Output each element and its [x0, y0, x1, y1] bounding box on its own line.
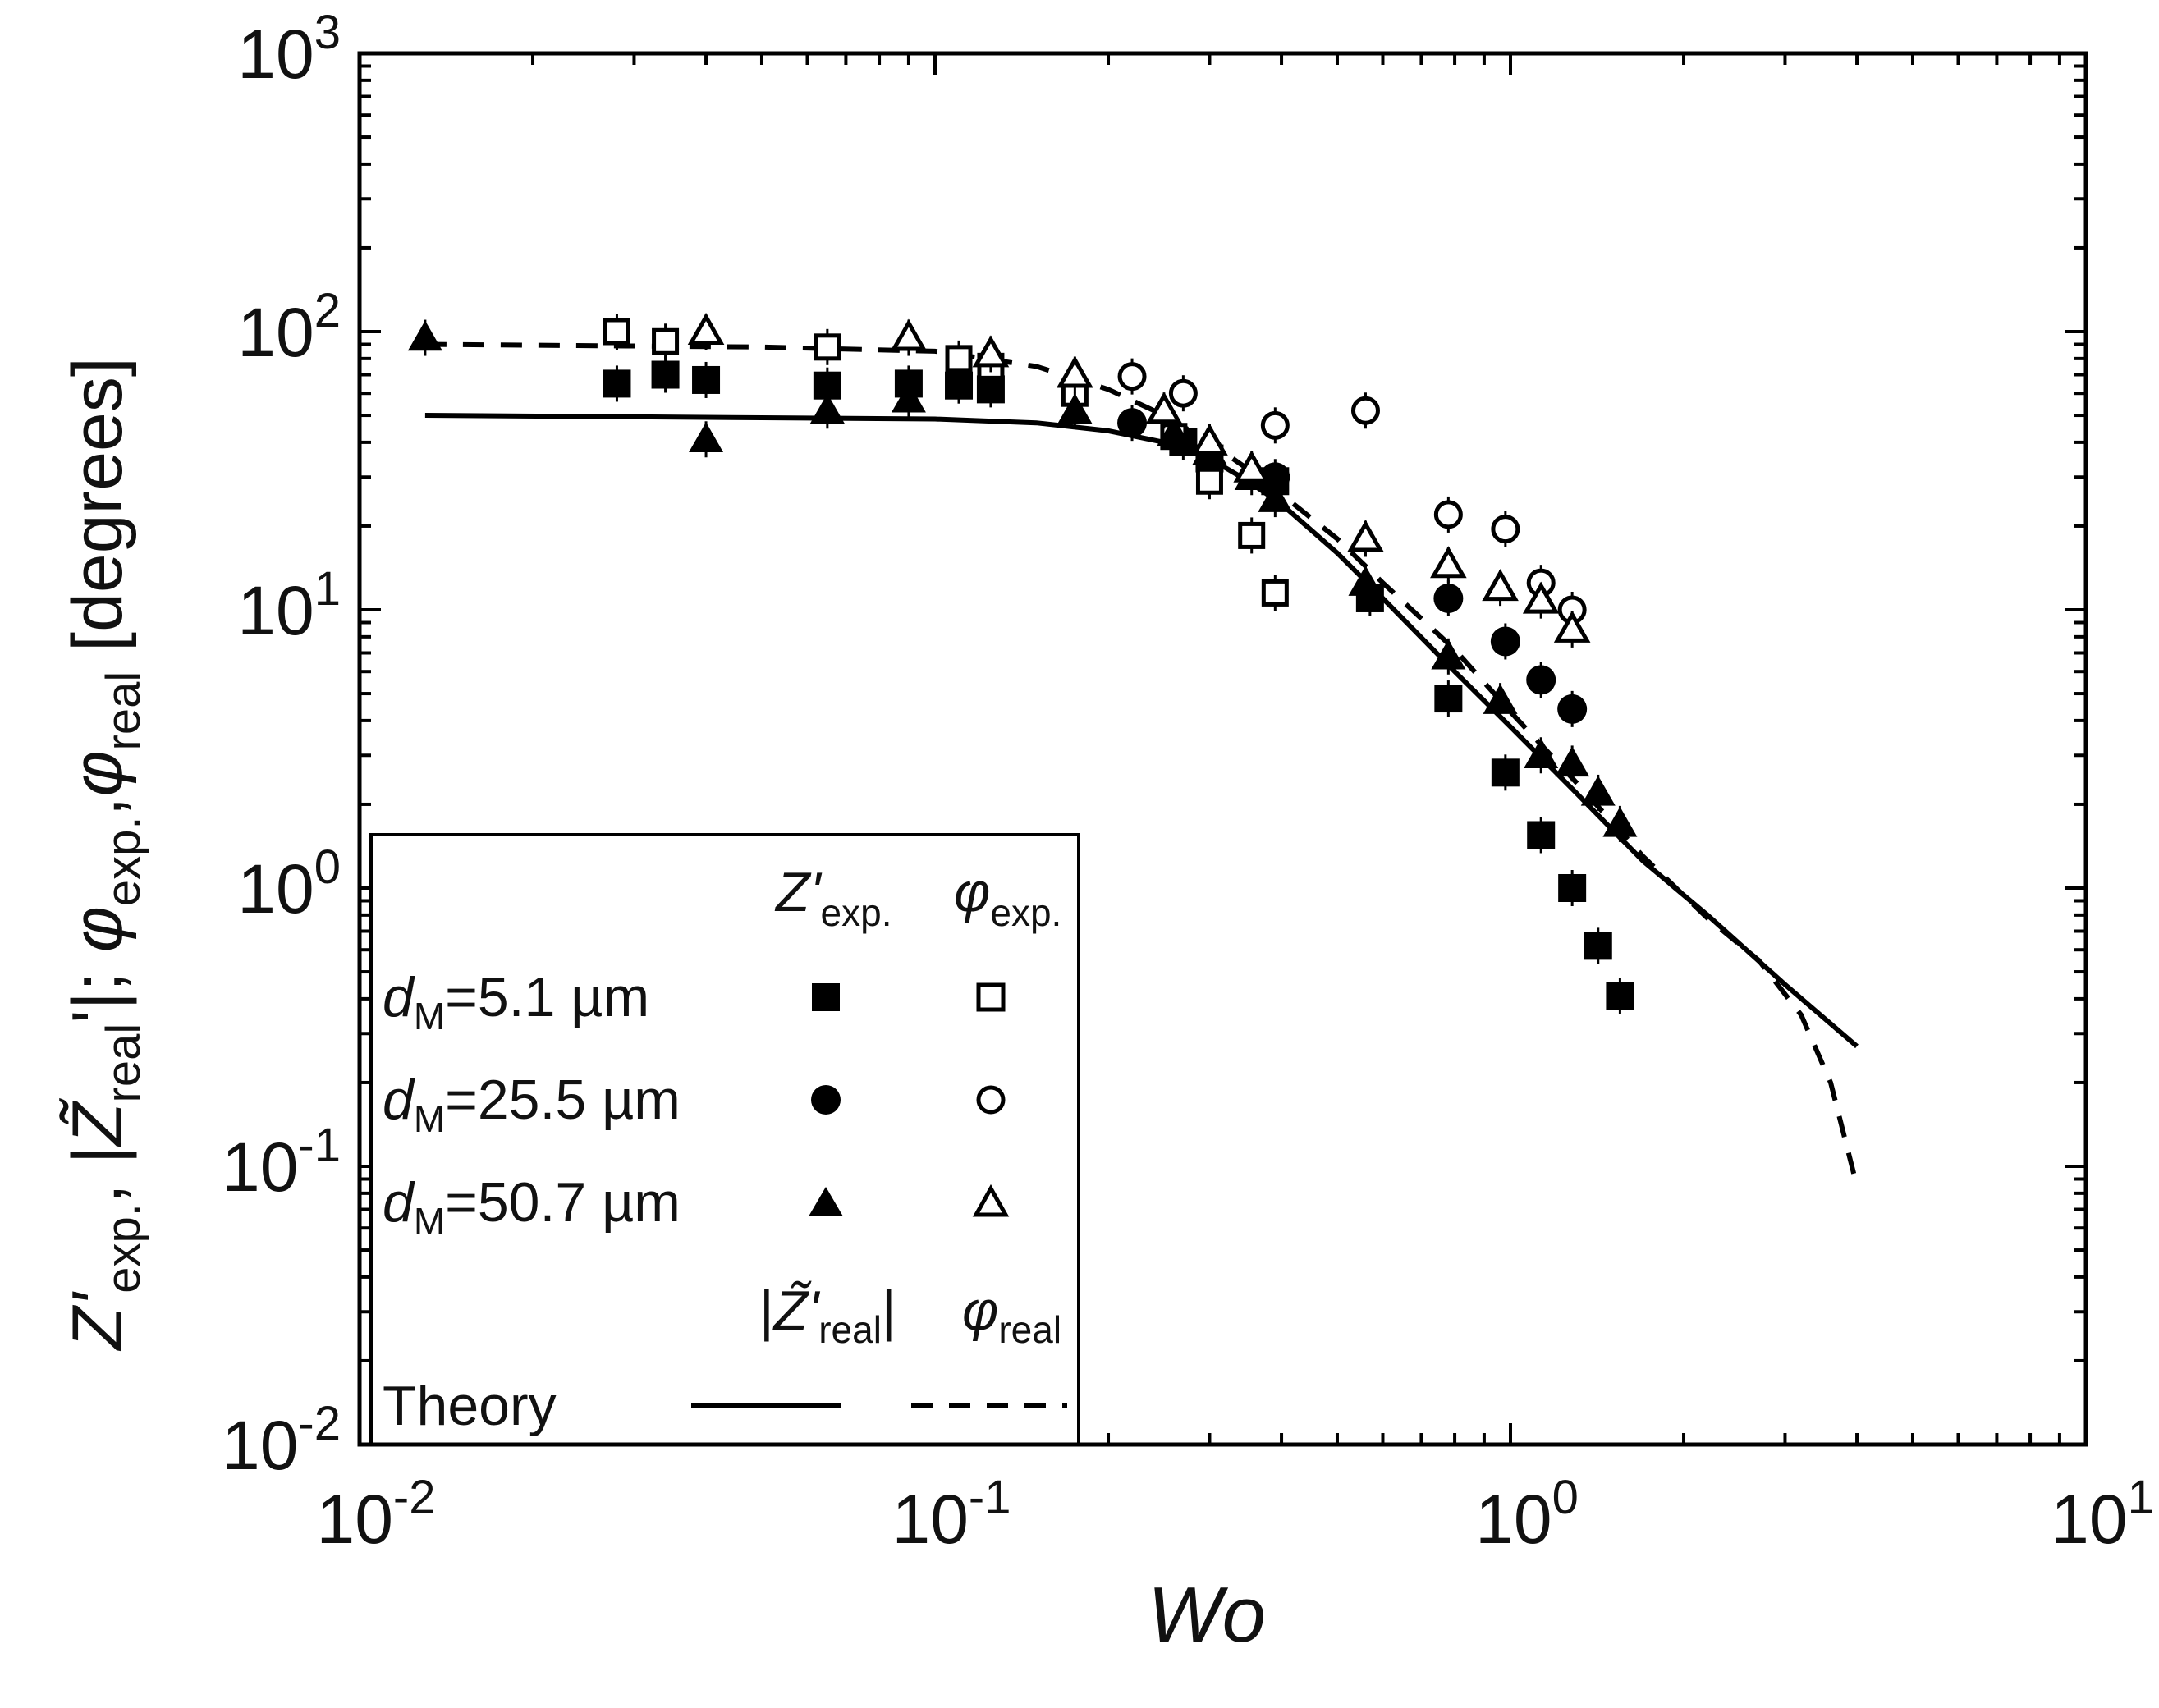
- filled-square-marker: [603, 369, 631, 398]
- filled-square-marker: [651, 360, 680, 389]
- open-circle-marker: [1168, 378, 1198, 408]
- filled-square-marker: [1491, 758, 1520, 787]
- open-triangle-marker: [1430, 546, 1467, 579]
- y-tick-label: 102: [237, 284, 341, 371]
- filled-circle-marker: [1433, 583, 1464, 613]
- open-circle-marker: [1350, 396, 1380, 425]
- legend-marker-square-open: [976, 982, 1006, 1012]
- open-circle-marker: [1491, 515, 1520, 544]
- filled-circle-marker: [1117, 408, 1148, 438]
- filled-triangle-marker: [891, 382, 926, 413]
- open-circle-marker: [1433, 500, 1463, 529]
- filled-triangle-marker: [1524, 738, 1559, 769]
- theory-curves: [424, 341, 1859, 1187]
- legend-theory-label: Theory: [383, 1375, 557, 1437]
- filled-triangle-marker: [1156, 416, 1191, 447]
- filled-triangle-marker: [809, 393, 845, 424]
- open-square-marker: [814, 333, 841, 361]
- open-triangle-marker: [1482, 569, 1519, 602]
- legend-label-25-5: dM=25.5 µm: [383, 1069, 681, 1140]
- open-square-marker: [603, 318, 630, 346]
- filled-triangle-marker: [689, 422, 724, 453]
- filled-triangle-marker: [1431, 639, 1466, 670]
- open-circle-marker: [1117, 362, 1147, 392]
- open-triangle-marker: [890, 318, 928, 351]
- theory-phi-curve: [424, 341, 1859, 1187]
- data-markers: [407, 312, 1638, 1014]
- filled-triangle-marker: [1057, 393, 1093, 424]
- axis-tick-labels: 10-2 10-1 100 101 10-2 10-1 100 101 102 103: [222, 6, 2154, 1558]
- filled-triangle-marker: [1348, 566, 1383, 596]
- x-tick-label: 10-1: [892, 1471, 1011, 1558]
- filled-square-marker: [1434, 685, 1463, 713]
- legend-marker-triangle-filled: [809, 1187, 843, 1216]
- open-triangle-marker: [1057, 355, 1093, 388]
- legend-marker-triangle-open: [972, 1184, 1010, 1217]
- legend-marker-circle-open: [976, 1085, 1006, 1115]
- open-triangle-marker: [687, 312, 725, 345]
- filled-circle-marker: [1490, 626, 1520, 657]
- open-square-marker: [945, 345, 973, 373]
- open-square-marker: [1195, 467, 1223, 495]
- open-square-marker: [1261, 579, 1289, 607]
- x-tick-label: 10-2: [316, 1471, 435, 1558]
- filled-circle-marker: [1557, 694, 1588, 724]
- legend-label-50-7: dM=50.7 µm: [383, 1171, 681, 1243]
- y-axis-title: Z'exp., |Z̃real'|; φexp.,φreal [degrees]: [58, 357, 150, 1352]
- open-triangle-marker: [1233, 450, 1271, 483]
- x-tick-label: 100: [1475, 1471, 1579, 1558]
- open-triangle-marker: [1553, 610, 1591, 643]
- filled-circle-marker: [1260, 462, 1290, 492]
- y-tick-label: 101: [237, 562, 341, 649]
- filled-square-marker: [1558, 874, 1587, 902]
- x-tick-label: 101: [2051, 1471, 2154, 1558]
- y-tick-label: 100: [237, 840, 341, 927]
- legend-header-phiexp: φexp.: [954, 861, 1061, 934]
- open-triangle-marker: [1191, 423, 1228, 456]
- filled-circle-marker: [1526, 665, 1556, 695]
- filled-square-marker: [1584, 932, 1612, 960]
- legend-header-zreal: |Z̃'real|: [759, 1280, 896, 1351]
- x-axis-title: Wo: [1148, 1571, 1266, 1659]
- theory-z-curve: [424, 413, 1859, 1049]
- open-triangle-marker: [972, 335, 1010, 368]
- legend-marker-square-filled: [812, 983, 840, 1011]
- legend-header-phireal: φreal: [962, 1280, 1061, 1351]
- filled-square-marker: [1527, 821, 1556, 849]
- y-tick-label: 103: [237, 6, 341, 93]
- open-triangle-marker: [1522, 581, 1560, 614]
- filled-triangle-marker: [1555, 746, 1590, 777]
- plot-frame: [357, 51, 2088, 1447]
- legend-box: [369, 833, 1080, 1446]
- legend: Z'exp. φexp. dM=5.1 µm dM=25.5 µm dM=50.…: [369, 833, 1080, 1446]
- y-tick-label: 10-1: [222, 1119, 341, 1206]
- filled-triangle-marker: [407, 320, 442, 351]
- open-square-marker: [1238, 521, 1266, 549]
- legend-marker-circle-filled: [811, 1085, 841, 1115]
- filled-triangle-marker: [1580, 775, 1616, 806]
- filled-square-marker: [692, 365, 721, 394]
- filled-triangle-marker: [1483, 684, 1518, 714]
- filled-triangle-marker: [1602, 806, 1638, 837]
- filled-triangle-marker: [1258, 482, 1293, 512]
- y-tick-label: 10-2: [222, 1397, 341, 1484]
- open-square-marker: [652, 327, 680, 355]
- legend-label-5-1: dM=5.1 µm: [383, 966, 649, 1037]
- legend-header-zexp: Z'exp.: [774, 861, 892, 934]
- open-triangle-marker: [1347, 520, 1384, 552]
- open-triangle-marker: [1145, 392, 1183, 424]
- filled-square-marker: [1606, 982, 1634, 1010]
- open-circle-marker: [1260, 410, 1290, 440]
